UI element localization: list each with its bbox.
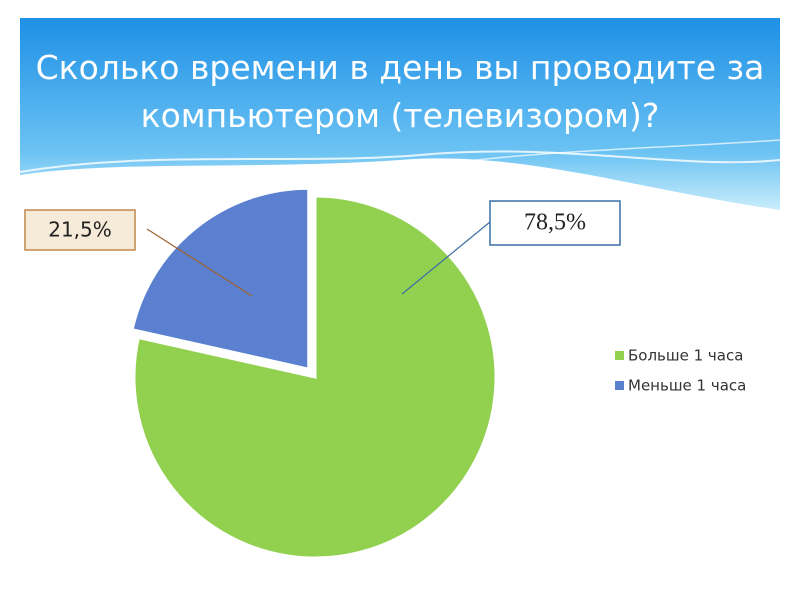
legend-swatch <box>615 381 624 390</box>
data-label: 21,5% <box>48 218 112 242</box>
legend-label: Меньше 1 часа <box>628 377 746 395</box>
banner-wave <box>19 150 781 173</box>
banner-wave <box>459 169 721 216</box>
leader-line <box>146 228 253 297</box>
legend-label: Больше 1 часа <box>628 347 743 365</box>
data-label: 78,5% <box>524 210 586 236</box>
legend-swatch <box>615 351 624 360</box>
banner-wave <box>379 139 781 176</box>
data-label-box <box>24 209 136 251</box>
title-banner <box>20 18 780 210</box>
pie-slice <box>130 186 311 372</box>
data-label-box <box>489 200 621 246</box>
leader-line <box>401 221 491 295</box>
pie-slice <box>132 194 498 560</box>
chart-title: Сколько времени в день вы проводите за к… <box>35 48 765 135</box>
